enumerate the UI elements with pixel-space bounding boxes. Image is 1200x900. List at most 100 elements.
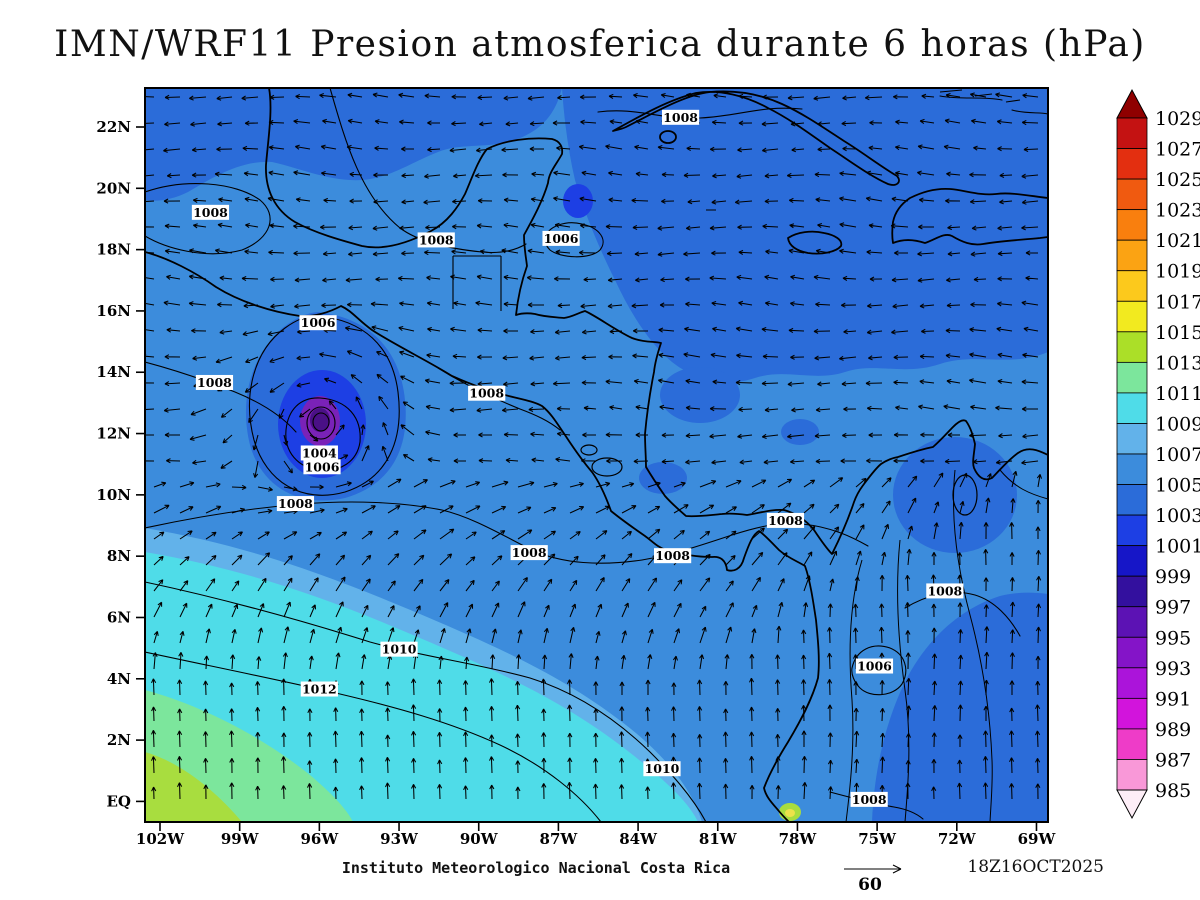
colorbar: 1029 1027 1025 1023 1021 1019 1017 1015 1013 1011…	[1116, 88, 1200, 820]
isobar-1012	[145, 651, 602, 822]
fill-1011-band	[145, 552, 698, 822]
lon-tick-label: 75W	[858, 830, 897, 848]
map-fills-layer	[145, 88, 1048, 822]
lon-tick-label: 72W	[938, 830, 977, 848]
contour-label: 1008	[193, 205, 228, 220]
lon-tick-label: 78W	[779, 830, 818, 848]
colorbar-label: 1005	[1155, 475, 1200, 497]
contour-label: 1010	[645, 761, 680, 776]
colorbar-cell	[1116, 606, 1148, 638]
colorbar-cell	[1116, 697, 1148, 730]
contour-label: 1008	[655, 548, 690, 563]
colorbar-label: 991	[1155, 688, 1191, 710]
isobar-topright	[939, 95, 1048, 115]
colorbar-cell	[1116, 270, 1148, 302]
contour-label-box	[661, 109, 700, 125]
contour-label: 1008	[663, 110, 698, 125]
fill-dark-blob-3	[781, 419, 819, 445]
contour-label-box	[276, 496, 315, 512]
contour-label-box	[191, 204, 230, 220]
isobar-1008-mexico-loop	[145, 183, 271, 255]
contour-label-box	[300, 445, 338, 461]
lat-tick-label: 4N	[107, 670, 131, 688]
colorbar-label: 1009	[1155, 413, 1200, 435]
lat-tick-label: 8N	[107, 547, 131, 565]
contour-label: 1010	[382, 642, 417, 657]
colorbar-cell	[1116, 636, 1148, 669]
coast-jamaica	[787, 230, 843, 255]
colorbar-label: 1027	[1155, 139, 1200, 161]
contour-label-box	[766, 512, 805, 528]
chart-title: IMN/WRF11 Presion atmosferica durante 6 …	[54, 24, 1146, 65]
lake-nicaragua	[591, 457, 623, 477]
wind-arrows	[145, 92, 1043, 800]
lat-tick-label: EQ	[107, 792, 132, 810]
contour-label: 1008	[278, 496, 313, 511]
contour-label: 1006	[857, 659, 892, 674]
lon-tick-label: 90W	[460, 830, 499, 848]
isobar-inner-ring-2	[312, 412, 330, 432]
contour-label: 1012	[302, 682, 337, 697]
contour-label: 1008	[469, 386, 504, 401]
contour-label: 1008	[419, 232, 454, 247]
isobar-1008-salvador	[437, 367, 561, 431]
contour-label-box	[643, 761, 681, 777]
isobar-1010	[145, 581, 707, 822]
colorbar-cell	[1116, 728, 1148, 760]
lon-tick-label: 96W	[300, 830, 339, 848]
lat-tick-label: 6N	[107, 608, 131, 626]
colorbar-bottom-arrow	[1116, 789, 1148, 820]
isobar-1006-hurricane	[249, 315, 400, 496]
colorbar-cell	[1116, 667, 1148, 699]
coast-isla-juventud	[659, 130, 677, 144]
colorbar-cell	[1116, 239, 1148, 272]
timestamp-label: 18Z16OCT2025	[967, 857, 1104, 877]
colorbar-label: 989	[1155, 719, 1191, 741]
isobar-inner-ring-1	[306, 406, 336, 440]
colorbar-cell	[1116, 300, 1148, 333]
isobar-1008-colombia	[904, 591, 1021, 637]
lat-tick-label: 2N	[107, 731, 131, 749]
colorbar-label: 1001	[1155, 536, 1200, 558]
lat-tick-label: 16N	[96, 302, 131, 320]
fill-deep-yucatan	[563, 184, 593, 218]
institute-label: Instituto Meteorologico Nacional Costa R…	[341, 859, 731, 877]
contour-label-box	[468, 385, 506, 401]
colorbar-label: 1003	[1155, 505, 1200, 527]
colorbar-cell	[1116, 484, 1148, 516]
lon-tick-label: 84W	[619, 830, 658, 848]
colorbar-cell	[1116, 545, 1148, 577]
fill-1015-corner	[145, 752, 242, 822]
colorbar-label: 1029	[1155, 108, 1200, 130]
lon-tick-label: 87W	[540, 830, 579, 848]
lat-tick-label: 14N	[96, 363, 131, 381]
contour-label-box	[380, 641, 418, 657]
contour-label-box	[510, 545, 548, 561]
contour-label-box	[300, 681, 338, 697]
contour-label-box	[850, 791, 888, 807]
contour-label: 1008	[512, 545, 547, 560]
colorbar-cell	[1116, 453, 1148, 485]
contour-label: 1008	[927, 583, 962, 598]
colorbar-label: 1015	[1155, 322, 1200, 344]
colorbar-label: 1019	[1155, 261, 1200, 283]
colorbar-cell	[1116, 575, 1148, 608]
colorbar-label: 1011	[1155, 383, 1200, 405]
contour-label: 1008	[852, 792, 887, 807]
lon-tick-label: 93W	[380, 830, 419, 848]
contour-label-box	[855, 658, 894, 674]
colorbar-cell	[1116, 759, 1148, 791]
isobar-layer	[145, 88, 1048, 822]
colorbar-cell	[1116, 148, 1148, 180]
colorbar-cell	[1116, 392, 1148, 424]
contour-label-box	[303, 459, 341, 475]
lon-axis: 102W 99W 96W 93W 90W 87W 84W 81W 78W 75W 72W 69W	[136, 822, 1056, 848]
contour-label-box	[542, 230, 580, 246]
political-borders	[452, 255, 502, 311]
fill-andes-yellow-spot	[785, 809, 795, 817]
colorbar-label: 987	[1155, 749, 1191, 771]
colorbar-cell	[1116, 514, 1148, 547]
colorbar-label: 1021	[1155, 230, 1200, 252]
lat-tick-label: 22N	[96, 118, 131, 136]
